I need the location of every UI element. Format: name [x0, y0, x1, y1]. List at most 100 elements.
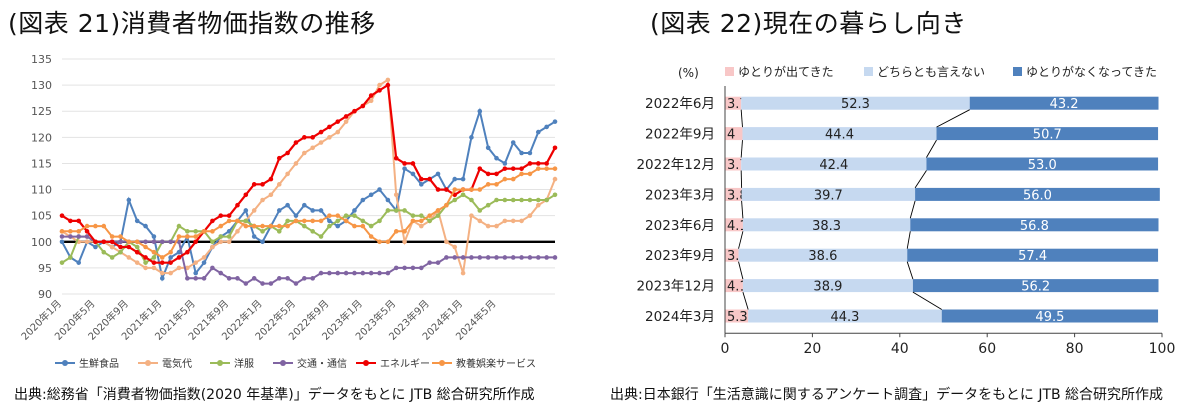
- legend-label: エネルギー: [380, 358, 430, 370]
- data-point: [59, 234, 65, 239]
- data-point: [151, 239, 157, 245]
- data-point: [469, 187, 474, 192]
- y-tick-label: 130: [31, 79, 52, 92]
- data-point: [335, 218, 341, 224]
- legend-label: 洋服: [234, 357, 254, 370]
- data-point: [552, 192, 558, 198]
- data-point: [318, 270, 324, 276]
- bar-segment: [725, 279, 743, 293]
- data-point: [59, 229, 65, 234]
- data-point: [260, 239, 265, 245]
- series-connector-line: [909, 200, 916, 219]
- data-point: [527, 213, 533, 218]
- data-point: [469, 255, 474, 260]
- data-point: [268, 281, 274, 286]
- data-point: [485, 145, 491, 151]
- data-point: [494, 182, 499, 187]
- data-point: [352, 213, 357, 218]
- data-label: 44.4: [825, 128, 854, 143]
- data-point: [452, 197, 458, 203]
- data-point: [201, 255, 207, 260]
- data-point: [201, 260, 207, 265]
- data-point: [302, 135, 307, 140]
- data-point: [151, 265, 157, 271]
- series-1: [59, 107, 558, 282]
- data-point: [193, 260, 198, 265]
- data-point: [460, 255, 466, 260]
- data-point: [76, 234, 82, 239]
- data-point: [494, 223, 499, 229]
- data-point: [393, 229, 399, 234]
- data-point: [544, 166, 549, 171]
- data-point: [143, 255, 148, 260]
- data-label: 39.7: [814, 188, 843, 203]
- x-tick-label: 0: [721, 341, 730, 357]
- data-point: [410, 265, 416, 271]
- data-point: [126, 239, 132, 245]
- data-point: [126, 255, 132, 260]
- data-point: [143, 260, 148, 265]
- data-label: 52.3: [841, 97, 870, 112]
- data-point: [535, 161, 541, 166]
- data-point: [193, 270, 198, 276]
- data-point: [201, 276, 207, 281]
- data-point: [343, 270, 349, 276]
- data-point: [302, 150, 307, 156]
- data-point: [251, 208, 257, 213]
- data-point: [76, 260, 82, 265]
- data-point: [310, 208, 315, 213]
- data-point: [427, 176, 432, 182]
- data-label: 50.7: [1033, 128, 1062, 143]
- data-label: 44.3: [830, 310, 859, 325]
- data-point: [452, 244, 458, 250]
- data-point: [352, 223, 357, 229]
- data-point: [402, 208, 407, 213]
- data-point: [310, 229, 315, 234]
- data-point: [243, 218, 249, 224]
- data-point: [159, 260, 165, 265]
- series-connector-line: [742, 291, 749, 310]
- left-chart-title: (図表 21)消費者物価指数の推移: [8, 9, 376, 38]
- data-point: [510, 197, 516, 203]
- data-point: [419, 182, 424, 187]
- data-point: [485, 223, 491, 229]
- data-point: [201, 229, 207, 234]
- data-point: [210, 265, 215, 271]
- data-point: [276, 208, 282, 213]
- data-point: [235, 276, 240, 281]
- data-point: [318, 218, 324, 224]
- data-point: [93, 223, 98, 229]
- bar-segment: [742, 218, 911, 232]
- data-point: [444, 255, 449, 260]
- series-connector-line: [740, 109, 743, 128]
- data-label: 38.9: [813, 280, 842, 295]
- data-point: [368, 93, 374, 98]
- category-label: 2023年6月: [645, 218, 715, 234]
- data-point: [452, 176, 458, 182]
- unit-label: (%): [678, 66, 699, 80]
- data-point: [134, 218, 140, 224]
- data-point: [393, 208, 399, 213]
- data-point: [494, 255, 499, 260]
- data-point: [68, 218, 73, 224]
- data-point: [427, 213, 432, 218]
- data-point: [243, 281, 249, 286]
- data-label: 38.3: [812, 219, 841, 234]
- data-point: [327, 218, 332, 224]
- legend-swatch: [725, 67, 734, 76]
- data-point: [318, 208, 324, 213]
- data-point: [444, 187, 449, 192]
- series-5: [59, 82, 558, 265]
- data-point: [168, 249, 173, 255]
- data-point: [260, 223, 265, 229]
- data-label: 56.2: [1021, 280, 1050, 295]
- legend-marker: [363, 360, 369, 366]
- category-label: 2023年9月: [645, 248, 715, 264]
- bar-segment: [910, 218, 1159, 232]
- x-tick-label: 80: [1066, 341, 1084, 357]
- data-point: [159, 239, 165, 245]
- data-point: [302, 202, 307, 208]
- data-point: [435, 187, 441, 192]
- series-connector-line: [906, 261, 914, 280]
- data-point: [193, 229, 198, 234]
